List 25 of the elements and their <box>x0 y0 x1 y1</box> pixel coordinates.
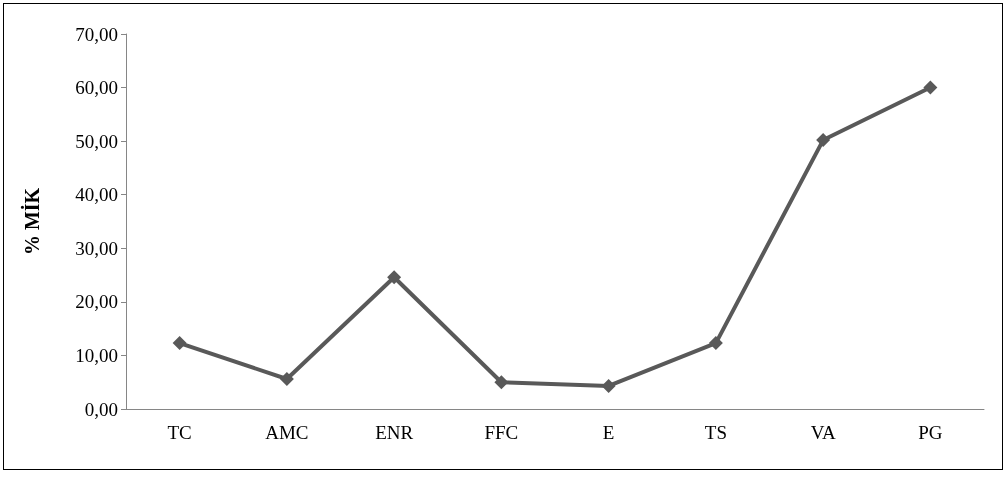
point <box>816 133 831 148</box>
x-tick-label: PG <box>918 422 943 443</box>
y-axis-title: % MİK <box>20 187 43 256</box>
x-tick-label: AMC <box>265 422 309 443</box>
y-tick-label: 40,00 <box>75 184 118 206</box>
y-tick-label: 20,00 <box>75 291 118 313</box>
x-tick-label: E <box>602 422 615 443</box>
x-tick-label: TS <box>704 422 727 443</box>
y-tick-label: 70,00 <box>75 23 118 45</box>
y-tick-label: 10,00 <box>75 344 118 366</box>
y-tick-label: 50,00 <box>75 130 118 152</box>
point <box>172 336 187 351</box>
y-tick-label: 30,00 <box>75 237 118 259</box>
point <box>494 375 509 390</box>
x-tick-label: ENR <box>375 422 414 443</box>
point <box>601 378 616 393</box>
point <box>708 336 723 351</box>
y-tick-label: 60,00 <box>75 77 118 99</box>
x-tick-label: VA <box>810 422 836 443</box>
point <box>923 80 938 95</box>
point <box>279 372 294 386</box>
x-tick-label: FFC <box>484 422 519 443</box>
y-tick-label: 0,00 <box>84 398 118 420</box>
point <box>387 270 402 285</box>
x-tick-label: TC <box>167 422 192 443</box>
